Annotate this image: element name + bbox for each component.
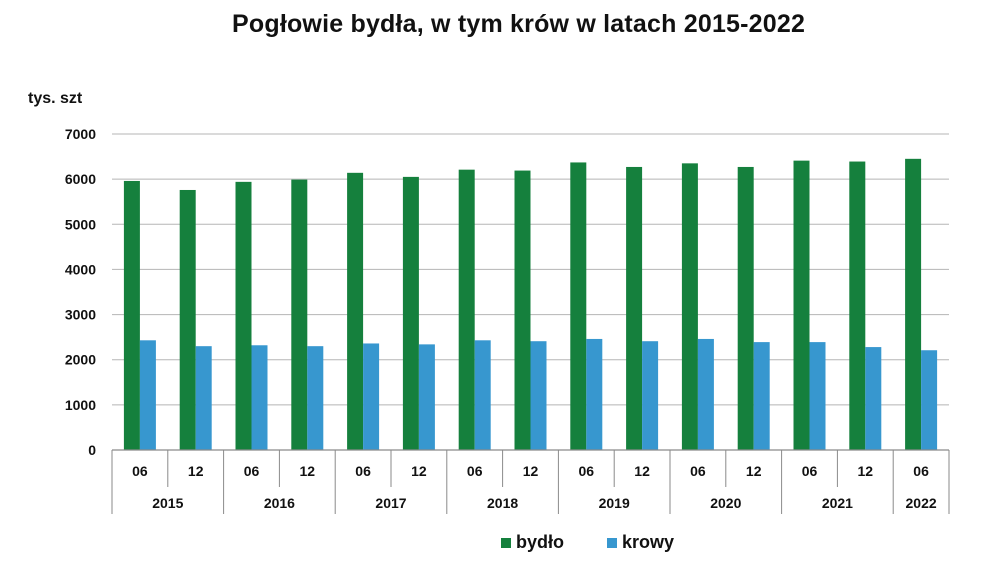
- legend-label-bydlo: bydło: [516, 532, 564, 552]
- bar-bydlo: [458, 169, 475, 451]
- x-tick-label-month: 12: [300, 463, 316, 479]
- bar-bydlo: [123, 180, 140, 450]
- x-tick-label-month: 06: [355, 463, 371, 479]
- bar-bydlo: [905, 158, 922, 451]
- bar-bydlo: [514, 170, 531, 450]
- bar-krowy: [586, 338, 603, 450]
- bar-krowy: [809, 342, 826, 450]
- bar-krowy: [307, 346, 324, 450]
- bar-bydlo: [402, 176, 419, 450]
- y-tick-label: 1000: [65, 397, 96, 413]
- x-tick-label-year: 2020: [710, 495, 741, 511]
- legend-label-krowy: krowy: [622, 532, 675, 552]
- bar-krowy: [753, 342, 770, 450]
- x-tick-label-month: 12: [188, 463, 204, 479]
- x-tick-label-month: 06: [132, 463, 148, 479]
- x-tick-label-year: 2019: [599, 495, 630, 511]
- bar-krowy: [363, 343, 380, 450]
- bar-krowy: [865, 347, 882, 450]
- x-tick-label-month: 06: [579, 463, 595, 479]
- bar-krowy: [921, 350, 938, 450]
- x-tick-label-year: 2017: [375, 495, 406, 511]
- bar-bydlo: [291, 179, 308, 450]
- bar-bydlo: [737, 166, 754, 450]
- x-tick-label-year: 2022: [906, 495, 937, 511]
- y-tick-label: 7000: [65, 126, 96, 142]
- x-tick-label-month: 06: [802, 463, 818, 479]
- bar-bydlo: [235, 181, 252, 450]
- y-tick-label: 4000: [65, 261, 96, 277]
- chart-title: Pogłowie bydła, w tym krów w latach 2015…: [232, 10, 806, 38]
- x-tick-label-month: 12: [634, 463, 650, 479]
- x-tick-label-month: 12: [411, 463, 427, 479]
- bar-bydlo: [570, 162, 587, 450]
- bar-bydlo: [347, 172, 364, 450]
- x-tick-label-month: 06: [913, 463, 929, 479]
- x-tick-label-month: 12: [746, 463, 762, 479]
- x-tick-label-month: 06: [244, 463, 260, 479]
- bar-bydlo: [626, 166, 643, 450]
- legend-item-krowy: krowy: [607, 532, 674, 553]
- bar-krowy: [195, 346, 212, 450]
- bar-krowy: [697, 338, 714, 450]
- bar-krowy: [474, 340, 491, 450]
- legend-swatch-bydlo: [501, 537, 511, 548]
- y-tick-label: 0: [88, 442, 96, 458]
- x-tick-label-year: 2016: [264, 495, 295, 511]
- bar-krowy: [642, 341, 659, 450]
- bar-krowy: [418, 344, 435, 450]
- x-tick-label-year: 2021: [822, 495, 853, 511]
- x-tick-label-month: 06: [690, 463, 706, 479]
- bar-krowy: [139, 340, 156, 450]
- x-tick-label-month: 06: [467, 463, 483, 479]
- bar-krowy: [251, 345, 268, 450]
- y-tick-label: 5000: [65, 216, 96, 232]
- bar-bydlo: [681, 163, 698, 451]
- y-tick-label: 6000: [65, 171, 96, 187]
- bar-bydlo: [849, 161, 866, 450]
- x-tick-label-year: 2018: [487, 495, 518, 511]
- legend: bydło krowy: [0, 532, 993, 558]
- bar-bydlo: [793, 160, 810, 451]
- legend-swatch-krowy: [607, 537, 617, 548]
- y-tick-label: 3000: [65, 307, 96, 323]
- legend-item-bydlo: bydło: [501, 532, 564, 553]
- x-tick-label-month: 12: [858, 463, 874, 479]
- bar-krowy: [530, 341, 547, 450]
- x-tick-label-month: 12: [523, 463, 539, 479]
- bar-bydlo: [179, 189, 196, 450]
- x-tick-label-year: 2015: [152, 495, 183, 511]
- y-tick-label: 2000: [65, 352, 96, 368]
- y-axis-unit-label: tys. szt: [28, 90, 83, 107]
